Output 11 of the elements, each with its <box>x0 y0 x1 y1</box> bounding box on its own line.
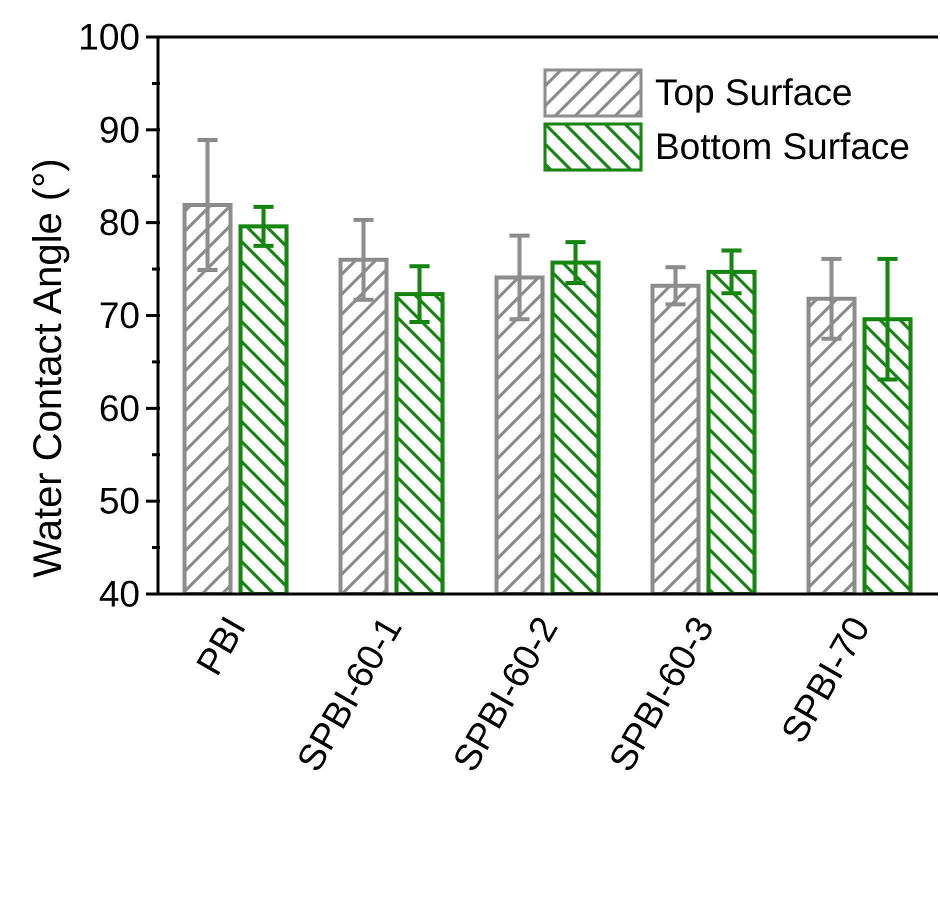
y-tick-label: 70 <box>98 295 140 336</box>
x-tick-label: PBI <box>188 610 254 682</box>
y-tick-label: 50 <box>98 480 140 522</box>
y-tick-label: 60 <box>98 388 140 429</box>
y-tick-label: 100 <box>78 16 140 58</box>
legend-label: Bottom Surface <box>654 126 910 168</box>
legend-label: Top Surface <box>654 72 852 114</box>
y-axis-title: Water Contact Angle (°) <box>26 158 70 578</box>
y-tick-label: 90 <box>98 109 140 150</box>
y-tick-label: 40 <box>98 574 140 614</box>
y-tick-label: 80 <box>98 202 140 244</box>
